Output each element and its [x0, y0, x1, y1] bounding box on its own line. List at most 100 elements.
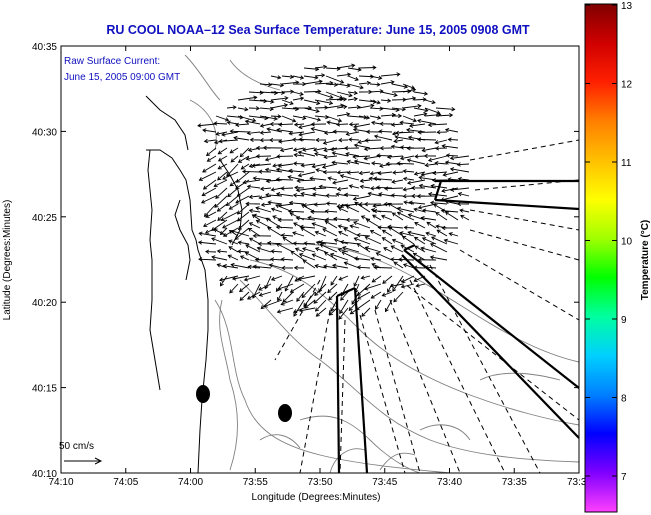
current-vector — [394, 130, 415, 136]
current-vector — [343, 146, 360, 151]
current-vector — [322, 228, 338, 237]
current-vector — [358, 80, 372, 86]
current-vector — [348, 184, 360, 189]
bathymetry-contour — [379, 452, 416, 471]
current-vector — [222, 263, 239, 269]
current-vector — [239, 255, 250, 261]
current-vector — [336, 203, 349, 209]
current-vector — [358, 170, 371, 176]
current-vector — [414, 245, 426, 253]
current-vector — [435, 212, 448, 221]
bathymetry-contour — [214, 299, 451, 474]
current-vector — [242, 179, 261, 185]
current-vector — [270, 187, 283, 192]
current-vector — [421, 237, 437, 245]
current-vector — [413, 275, 426, 282]
bathymetry-contour — [249, 259, 580, 426]
current-vector — [314, 264, 327, 269]
current-vector — [434, 146, 448, 151]
current-vector — [399, 231, 415, 237]
current-vector — [457, 191, 470, 197]
current-vector — [219, 275, 228, 287]
current-vector — [313, 291, 327, 304]
current-vector — [234, 122, 250, 127]
current-vector — [412, 252, 426, 261]
current-vector — [269, 257, 283, 262]
x-tick-label: 74:05 — [113, 477, 138, 488]
current-vector — [226, 120, 239, 125]
current-vector — [325, 193, 338, 198]
bathymetry-contour — [419, 424, 471, 441]
current-vector — [435, 112, 454, 118]
current-vector — [318, 184, 338, 190]
current-vector — [429, 243, 448, 253]
current-vector — [349, 224, 360, 229]
current-vector — [278, 122, 294, 127]
x-tick-label: 73:35 — [502, 477, 527, 488]
current-vector — [301, 247, 316, 253]
current-vector — [353, 256, 371, 261]
y-tick-label: 40:35 — [32, 42, 57, 53]
current-vector — [215, 115, 230, 122]
bathymetry-contour — [269, 243, 580, 363]
current-vector — [270, 96, 289, 101]
current-vector — [279, 147, 294, 153]
track-line-dashed — [274, 279, 321, 361]
current-vector — [327, 283, 338, 294]
current-vector — [348, 299, 360, 311]
current-vector — [275, 225, 294, 230]
current-vector — [340, 291, 349, 301]
current-vector — [292, 91, 304, 96]
current-vector — [337, 247, 349, 253]
track-line-solid — [336, 286, 356, 298]
current-vector — [364, 246, 382, 253]
current-vector — [365, 218, 382, 229]
current-vector — [449, 187, 470, 192]
current-vector — [348, 122, 360, 127]
current-vector — [270, 207, 283, 213]
current-vector — [298, 307, 316, 313]
current-vector — [381, 229, 393, 237]
current-vector — [314, 152, 327, 157]
current-vector — [198, 257, 217, 262]
current-vector — [246, 291, 261, 300]
current-vector — [248, 208, 261, 214]
current-vector — [276, 127, 294, 133]
current-vector — [424, 99, 436, 105]
current-vector — [424, 162, 437, 168]
current-vector — [401, 275, 415, 283]
current-vector — [248, 194, 261, 199]
x-tick-label: 74:00 — [178, 477, 203, 488]
current-vector — [244, 119, 261, 125]
current-vector — [211, 237, 228, 245]
current-vector — [205, 147, 217, 157]
current-vector — [197, 123, 217, 128]
current-vector — [258, 291, 272, 297]
current-vector — [323, 147, 338, 153]
current-vector — [314, 230, 327, 237]
current-vector — [369, 229, 382, 237]
current-vector — [217, 147, 228, 155]
x-tick-label: 73:45 — [372, 477, 397, 488]
bathymetry-contour — [184, 54, 221, 101]
current-vector — [387, 202, 404, 213]
current-vector — [298, 253, 316, 261]
current-vector — [347, 67, 362, 72]
current-vector — [301, 283, 316, 299]
current-vector — [359, 178, 371, 183]
bathymetry-contour — [189, 99, 217, 151]
current-vector — [329, 252, 349, 261]
track-line-dashed — [389, 299, 461, 474]
current-vector — [408, 123, 426, 128]
current-vector — [335, 122, 349, 127]
current-vector — [456, 201, 470, 207]
current-vector — [314, 99, 334, 106]
current-vector — [347, 105, 361, 110]
current-vector — [267, 200, 283, 205]
current-vector — [292, 96, 305, 101]
current-vector — [270, 83, 285, 88]
current-vector — [435, 107, 456, 112]
current-vector — [378, 192, 393, 197]
current-vector — [217, 155, 228, 162]
track-line-dashed — [399, 279, 580, 421]
